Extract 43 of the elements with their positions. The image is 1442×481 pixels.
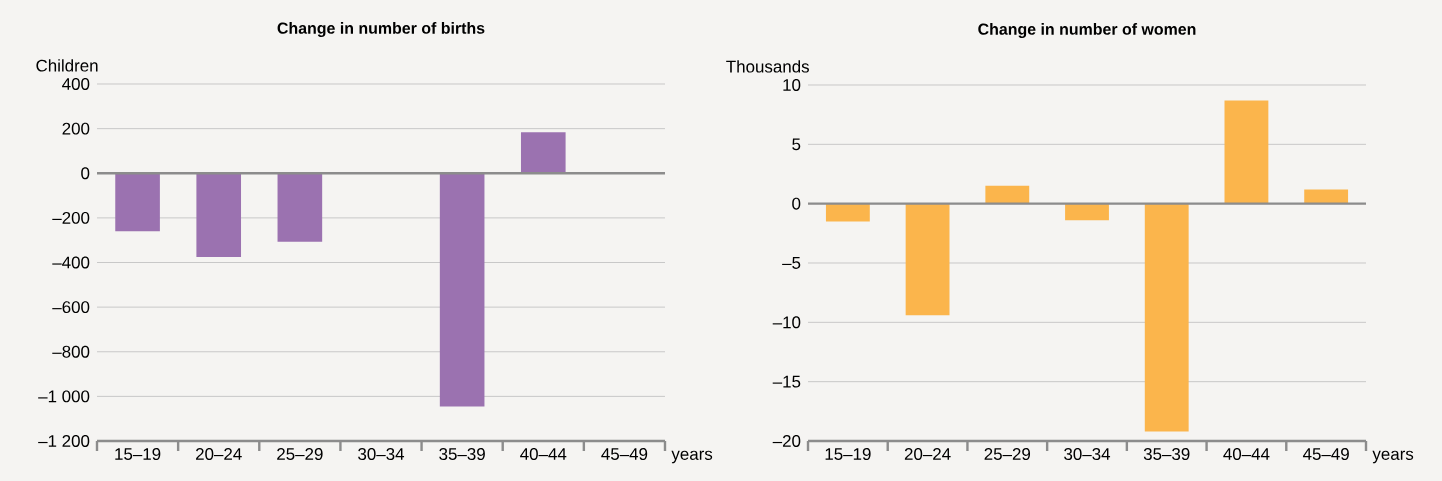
x-tick-label: 40–44 [1223,448,1270,461]
chart-title: Change in number of births [277,22,485,37]
bar [1304,189,1349,204]
y-axis-title: Children [36,59,98,72]
bar [985,185,1030,204]
y-tick-label: –1 200 [38,435,90,447]
x-axis-title: years [1372,450,1414,464]
x-tick-label: 20–24 [196,448,242,461]
y-tick-label: –400 [52,256,90,269]
x-tick-label: 35–39 [439,448,485,461]
x-tick-label: 15–19 [825,448,871,461]
y-tick-label: –5 [782,257,801,269]
x-tick-label: 20–24 [904,448,951,461]
y-axis-title: Thousands [726,60,809,73]
y-tick-label: –10 [772,316,801,329]
bar [1224,100,1269,204]
y-tick-label: 0 [792,197,801,210]
y-tick-label: –15 [772,375,801,388]
y-tick-label: –600 [52,301,90,314]
x-tick-label: 15–19 [115,448,161,461]
x-tick-label: 30–34 [358,448,405,461]
bar [905,203,950,316]
y-tick-label: 0 [81,167,90,180]
y-tick-label: 5 [792,138,801,151]
x-tick-label: 45–49 [1302,448,1349,461]
y-tick-label: –800 [52,345,90,358]
x-axis-title: years [671,450,713,464]
x-tick-label: 45–49 [601,448,648,461]
y-tick-label: –200 [52,211,90,224]
bar [825,203,870,222]
y-tick-label: 200 [62,122,90,135]
bar [1065,203,1109,221]
y-tick-label: –20 [772,435,801,447]
y-tick-label: –1 000 [38,390,90,403]
x-tick-label: 35–39 [1143,448,1190,461]
x-tick-label: 30–34 [1064,448,1111,461]
y-tick-label: 400 [62,78,90,90]
bar [1144,203,1189,432]
x-tick-label: 25–29 [277,448,323,461]
chart-title: Change in number of women [978,23,1196,38]
y-tick-label: 10 [783,79,801,91]
x-tick-label: 25–29 [984,448,1031,461]
x-tick-label: 40–44 [520,448,567,461]
